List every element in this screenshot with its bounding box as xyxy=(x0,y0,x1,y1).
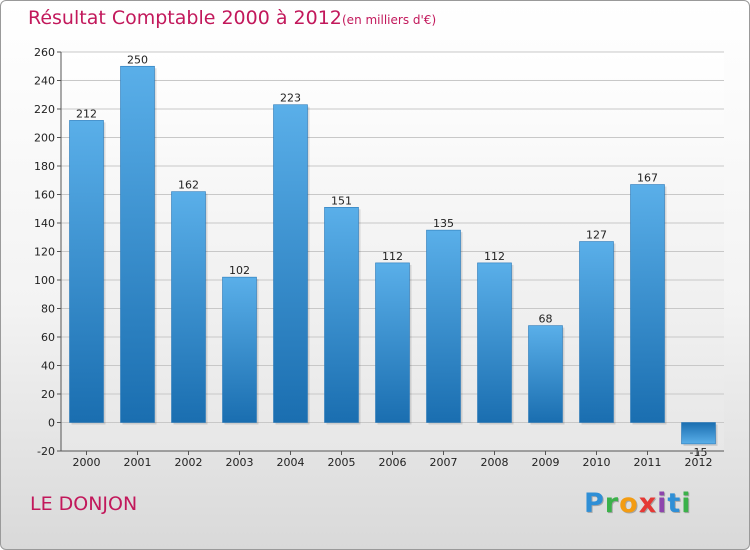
x-tick-label: 2012 xyxy=(685,456,713,469)
x-tick-label: 2008 xyxy=(481,456,509,469)
y-tick-label: 80 xyxy=(41,303,55,316)
bar-2006 xyxy=(375,262,410,423)
bar-2010 xyxy=(579,241,614,423)
bar-2003 xyxy=(222,276,257,423)
x-tick-label: 2001 xyxy=(124,456,152,469)
bar-2000 xyxy=(69,120,104,423)
y-tick-label: 100 xyxy=(34,274,55,287)
data-label: 162 xyxy=(178,179,199,192)
x-tick-label: 2004 xyxy=(277,456,305,469)
y-tick-label: 260 xyxy=(34,46,55,59)
x-tick-label: 2009 xyxy=(532,456,560,469)
data-label: 167 xyxy=(637,172,658,185)
bar-chart: -20020406080100120140160180200220240260 … xyxy=(34,46,724,469)
x-tick-label: 2006 xyxy=(379,456,407,469)
x-tick-label: 2007 xyxy=(430,456,458,469)
x-tick-label: 2005 xyxy=(328,456,356,469)
commune-name: LE DONJON xyxy=(30,493,138,515)
y-tick-label: 240 xyxy=(34,75,55,88)
bar-2012 xyxy=(681,422,716,445)
bar-2011 xyxy=(630,184,665,423)
y-tick-label: 200 xyxy=(34,132,55,145)
y-tick-label: 120 xyxy=(34,246,55,259)
data-label: 112 xyxy=(484,250,505,263)
bar-2001 xyxy=(120,65,155,423)
x-tick-label: 2010 xyxy=(583,456,611,469)
x-tick-label: 2011 xyxy=(634,456,662,469)
y-tick-label: 0 xyxy=(48,417,55,430)
y-tick-label: 60 xyxy=(41,331,55,344)
y-tick-label: 180 xyxy=(34,160,55,173)
data-label: 102 xyxy=(229,264,250,277)
bar-2004 xyxy=(273,104,308,423)
data-label: 135 xyxy=(433,217,454,230)
bar-2008 xyxy=(477,262,512,423)
data-label: 212 xyxy=(76,107,97,120)
data-label: 127 xyxy=(586,229,607,242)
data-label: 151 xyxy=(331,194,352,207)
y-tick-label: 40 xyxy=(41,360,55,373)
data-label: 112 xyxy=(382,250,403,263)
y-tick-label: 220 xyxy=(34,103,55,116)
y-tick-label: 20 xyxy=(41,388,55,401)
y-tick-label: -20 xyxy=(37,445,55,458)
bar-2005 xyxy=(324,207,359,423)
data-label: 68 xyxy=(539,313,553,326)
bar-2007 xyxy=(426,229,461,423)
proxiti-logo[interactable]: Proxiti xyxy=(584,488,692,519)
x-tick-label: 2000 xyxy=(73,456,101,469)
chart-subtitle: (en milliers d'€) xyxy=(342,13,437,27)
x-axis: 2000 2001 2002 2003 2004 2005 2006 2007 2008 2009… xyxy=(61,450,724,469)
chart-title: Résultat Comptable 2000 à 2012 xyxy=(28,7,342,29)
y-axis: -20 0 20 40 60 80 100 120 140 160 180 200 220 240 260 xyxy=(34,46,62,458)
x-tick-label: 2002 xyxy=(175,456,203,469)
x-tick-label: 2003 xyxy=(226,456,254,469)
y-tick-label: 160 xyxy=(34,189,55,202)
bar-2009 xyxy=(528,325,563,423)
data-label: 250 xyxy=(127,53,148,66)
bar-2002 xyxy=(171,191,206,423)
data-label: 223 xyxy=(280,92,301,105)
y-tick-label: 140 xyxy=(34,217,55,230)
